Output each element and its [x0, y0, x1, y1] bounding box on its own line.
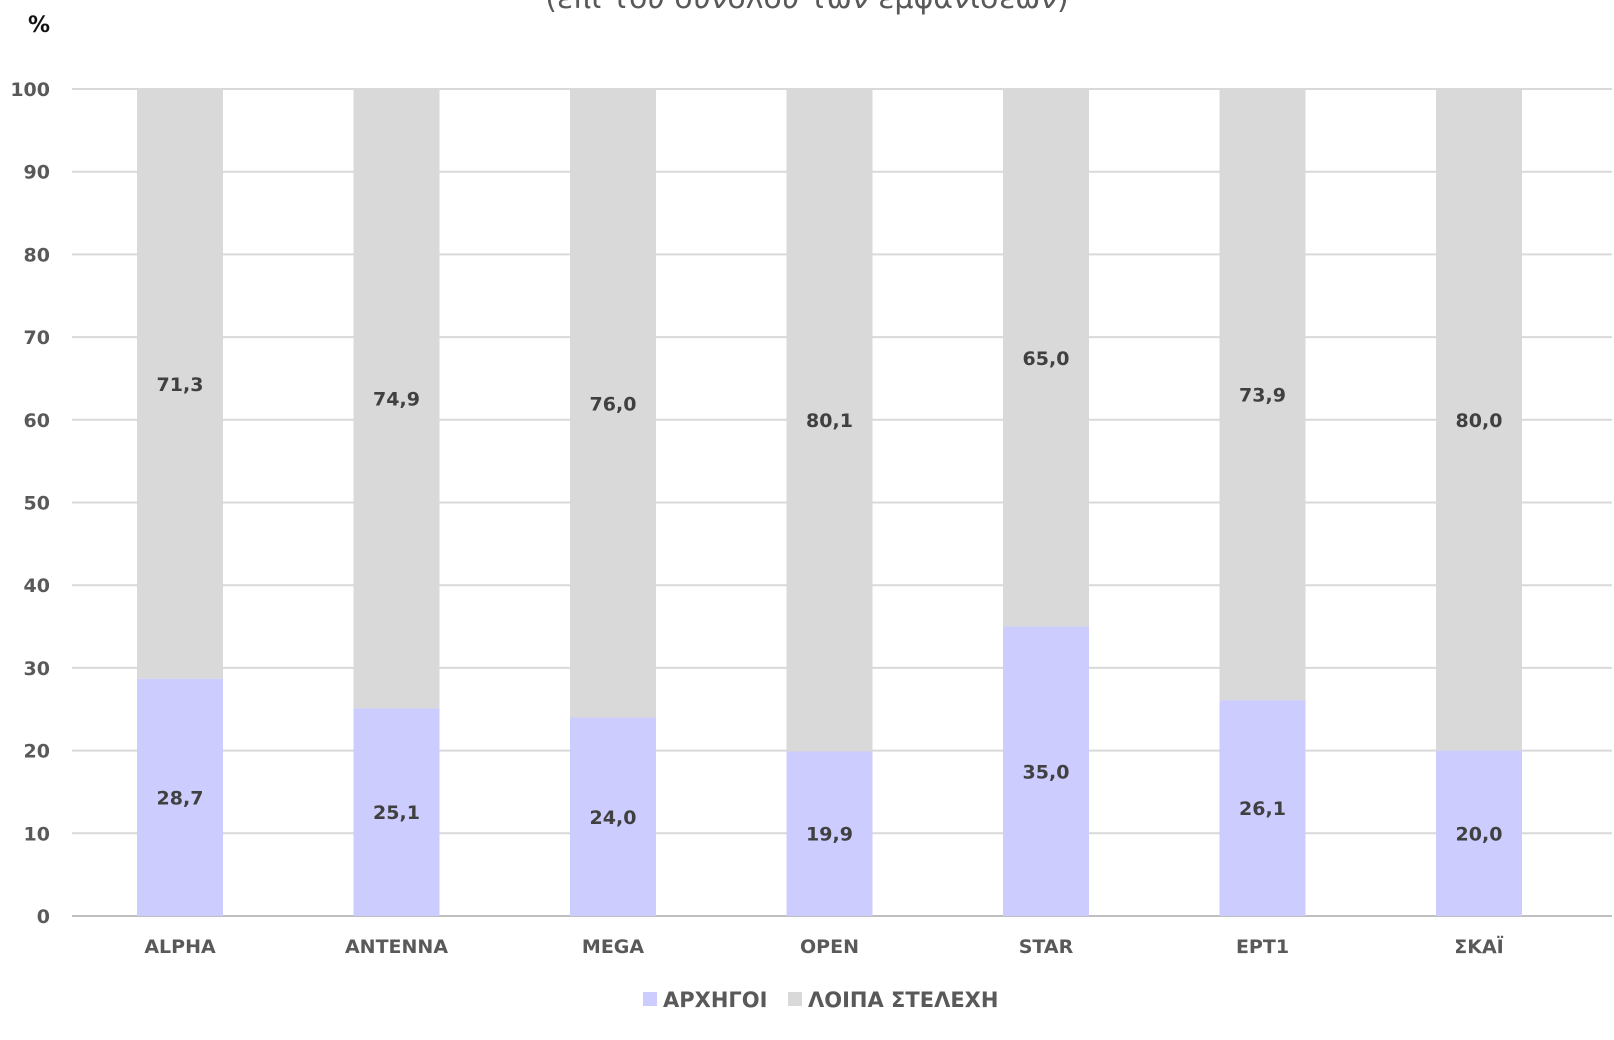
bar-segment [353, 89, 440, 709]
data-label: 24,0 [590, 807, 637, 829]
data-label: 25,1 [373, 802, 420, 824]
data-label: 35,0 [1023, 761, 1070, 783]
x-category-label: ALPHA [144, 936, 216, 958]
bar-segment [1436, 750, 1522, 916]
y-tick-label: 90 [24, 162, 50, 184]
data-labels: 28,7 71,3 25,1 74,9 24,0 76,0 19,9 80,1 35,0 65,0… [157, 348, 1503, 846]
legend-label: ΑΡΧΗΓΟΙ [663, 988, 767, 1012]
legend: ΑΡΧΗΓΟΙ ΛΟΙΠΑ ΣΤΕΛΕΧΗ [643, 988, 998, 1012]
y-axis-unit-label: % [28, 13, 50, 38]
y-tick-label: 70 [24, 327, 50, 349]
x-axis-categories: ALPHA ANTENNA MEGA OPEN STAR ΕΡΤ1 ΣΚΑΪ [144, 934, 1503, 958]
y-tick-label: 50 [24, 493, 50, 515]
bar-segment [786, 89, 873, 752]
data-label: 28,7 [157, 787, 204, 809]
x-category-label: MEGA [582, 936, 644, 958]
x-category-label: ΣΚΑΪ [1454, 934, 1503, 958]
legend-swatch [788, 992, 802, 1006]
y-tick-label: 80 [24, 244, 50, 266]
y-tick-label: 60 [24, 410, 50, 432]
bar-segment [1003, 626, 1089, 916]
bar-segment [353, 708, 440, 916]
y-tick-label: 10 [24, 823, 50, 845]
bar-segment [1436, 89, 1522, 751]
legend-swatch [643, 992, 657, 1006]
bar-segment [1003, 89, 1089, 627]
y-tick-label: 100 [10, 79, 50, 101]
bar-segment [1219, 700, 1306, 916]
data-label: 74,9 [373, 389, 420, 411]
data-label: 76,0 [590, 393, 637, 415]
x-category-label: STAR [1019, 936, 1074, 958]
bars [137, 89, 1522, 916]
chart-subtitle: (επί του συνόλου των εμφανίσεων) [545, 0, 1069, 16]
bar-segment [1219, 89, 1306, 701]
x-category-label: OPEN [800, 936, 859, 958]
bar-segment [137, 678, 223, 916]
legend-label: ΛΟΙΠΑ ΣΤΕΛΕΧΗ [808, 988, 998, 1012]
data-label: 80,0 [1456, 410, 1503, 432]
data-label: 20,0 [1456, 823, 1503, 845]
data-label: 26,1 [1239, 798, 1286, 820]
data-label: 80,1 [806, 410, 853, 432]
data-label: 71,3 [157, 374, 204, 396]
y-tick-label: 0 [37, 906, 50, 928]
y-tick-label: 30 [24, 658, 50, 680]
x-category-label: ANTENNA [345, 936, 448, 958]
bar-segment [570, 89, 656, 718]
bar-segment [570, 717, 656, 916]
bar-segment [137, 89, 223, 679]
bar-segment [786, 751, 873, 916]
y-axis-ticks: 0 10 20 30 40 50 60 70 80 90 100 [10, 79, 50, 928]
data-label: 65,0 [1023, 348, 1070, 370]
data-label: 73,9 [1239, 385, 1286, 407]
x-category-label: ΕΡΤ1 [1236, 936, 1289, 958]
y-tick-label: 20 [24, 741, 50, 763]
data-label: 19,9 [806, 824, 853, 846]
y-tick-label: 40 [24, 575, 50, 597]
